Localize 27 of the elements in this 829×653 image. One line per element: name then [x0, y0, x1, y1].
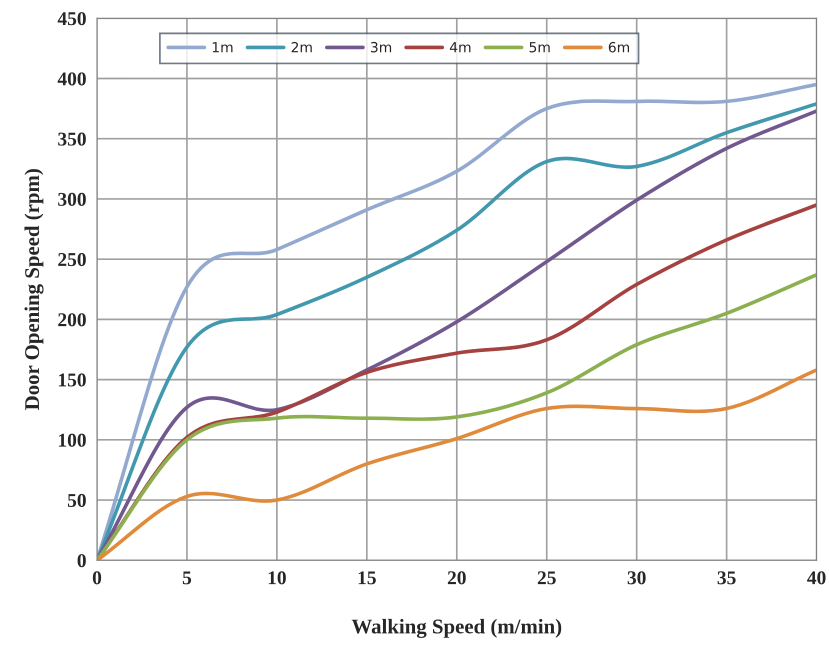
y-tick-label: 200 — [58, 313, 86, 326]
legend-label: 6m — [608, 42, 630, 52]
x-tick-label: 5 — [182, 571, 192, 584]
x-tick-label: 30 — [628, 571, 646, 584]
y-tick-label: 150 — [58, 373, 86, 387]
y-tick-label: 450 — [58, 12, 86, 26]
x-tick-label: 20 — [448, 571, 466, 584]
legend-label: 5m — [530, 42, 550, 52]
x-tick-label: 15 — [358, 571, 376, 584]
x-tick-label: 0 — [92, 571, 102, 584]
x-tick-label: 10 — [268, 571, 286, 584]
legend-label: 3m — [370, 42, 392, 52]
y-tick-label: 0 — [78, 554, 86, 568]
x-tick-label: 25 — [538, 571, 556, 584]
y-tick-label: 350 — [58, 132, 86, 146]
x-axis-title: Walking Speed (m/min) — [352, 618, 562, 638]
y-tick-label: 300 — [58, 192, 86, 206]
legend-label: 1m — [212, 42, 232, 52]
y-axis-title: Door Opening Speed (rpm) — [24, 169, 44, 410]
y-tick-label: 50 — [68, 494, 86, 507]
y-tick-label: 400 — [58, 72, 86, 86]
x-tick-label: 40 — [807, 571, 826, 584]
x-tick-label: 35 — [718, 571, 736, 584]
legend-label: 4m — [450, 42, 470, 52]
y-tick-label: 100 — [58, 434, 86, 447]
y-tick-label: 250 — [58, 252, 86, 266]
legend-label: 2m — [292, 42, 312, 52]
